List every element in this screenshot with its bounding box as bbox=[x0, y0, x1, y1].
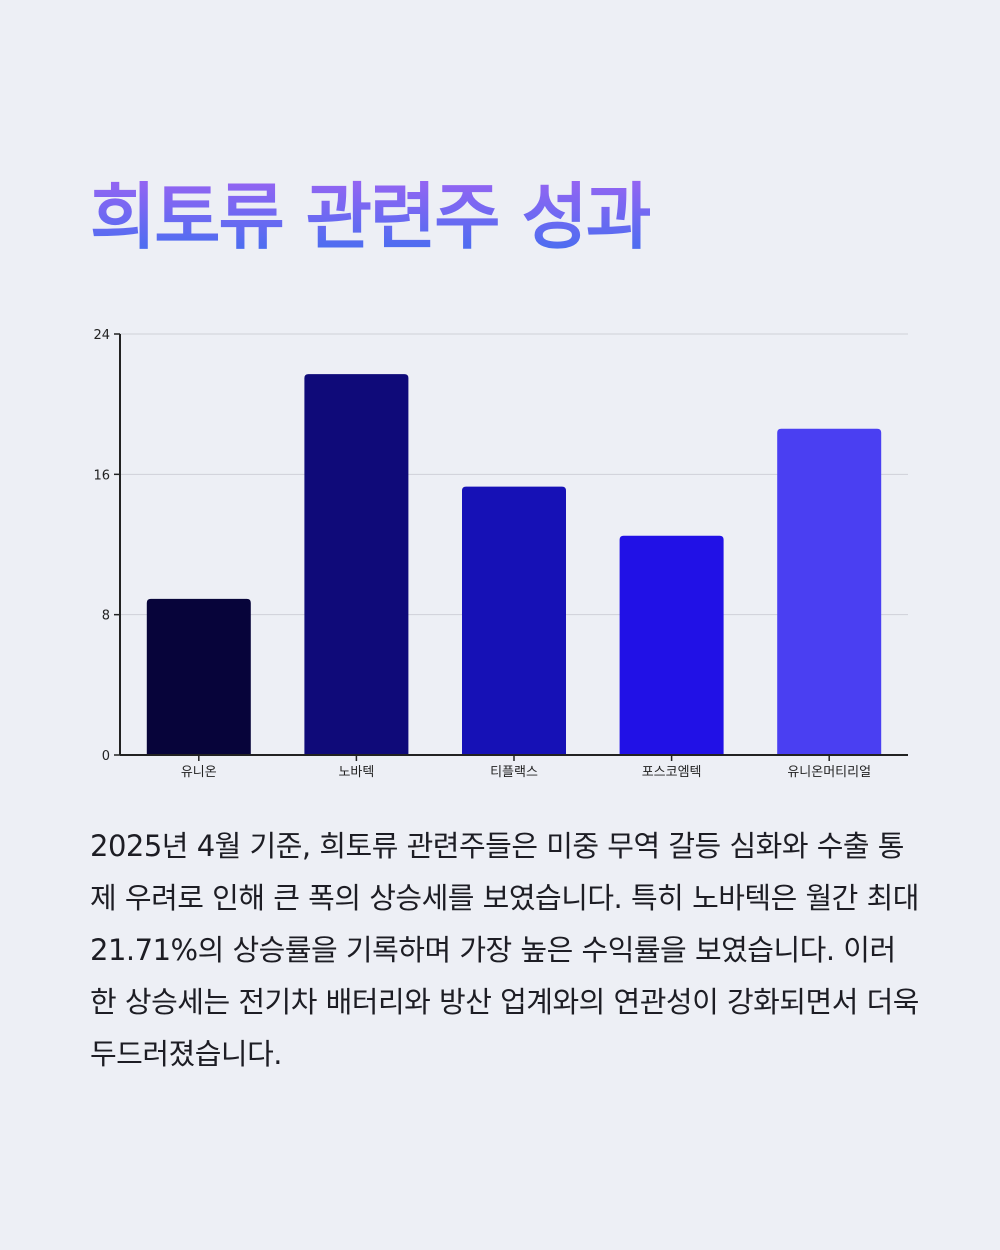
page-title: 희토류 관련주 성과 bbox=[90, 172, 652, 262]
x-tick-label: 노바텍 bbox=[338, 765, 374, 780]
x-tick-label: 유니온머티리얼 bbox=[787, 765, 871, 780]
x-tick-label: 유니온 bbox=[181, 765, 217, 780]
description-text: 2025년 4월 기준, 희토류 관련주들은 미중 무역 갈등 심화와 수출 통… bbox=[90, 829, 919, 1071]
x-axis: 유니온 노바텍 티플랙스 포스코엠텍 유니온머티리얼 bbox=[120, 754, 908, 780]
bar-chart: 0 8 16 24 유니온 노바텍 티플랙스 포스코엠텍 유니온머티리얼 bbox=[93, 328, 908, 780]
x-tick-label: 포스코엠텍 bbox=[642, 765, 702, 780]
y-tick-label: 8 bbox=[102, 609, 110, 624]
y-tick-label: 24 bbox=[93, 328, 110, 343]
bar bbox=[462, 486, 566, 755]
bar bbox=[304, 374, 409, 755]
bar bbox=[619, 535, 724, 755]
y-tick-label: 16 bbox=[93, 468, 110, 483]
y-tick-label: 0 bbox=[102, 749, 110, 764]
bar bbox=[146, 598, 251, 755]
bar bbox=[777, 428, 882, 755]
x-tick-label: 티플랙스 bbox=[490, 765, 538, 780]
y-axis: 0 8 16 24 bbox=[93, 328, 121, 764]
bars bbox=[146, 374, 882, 755]
